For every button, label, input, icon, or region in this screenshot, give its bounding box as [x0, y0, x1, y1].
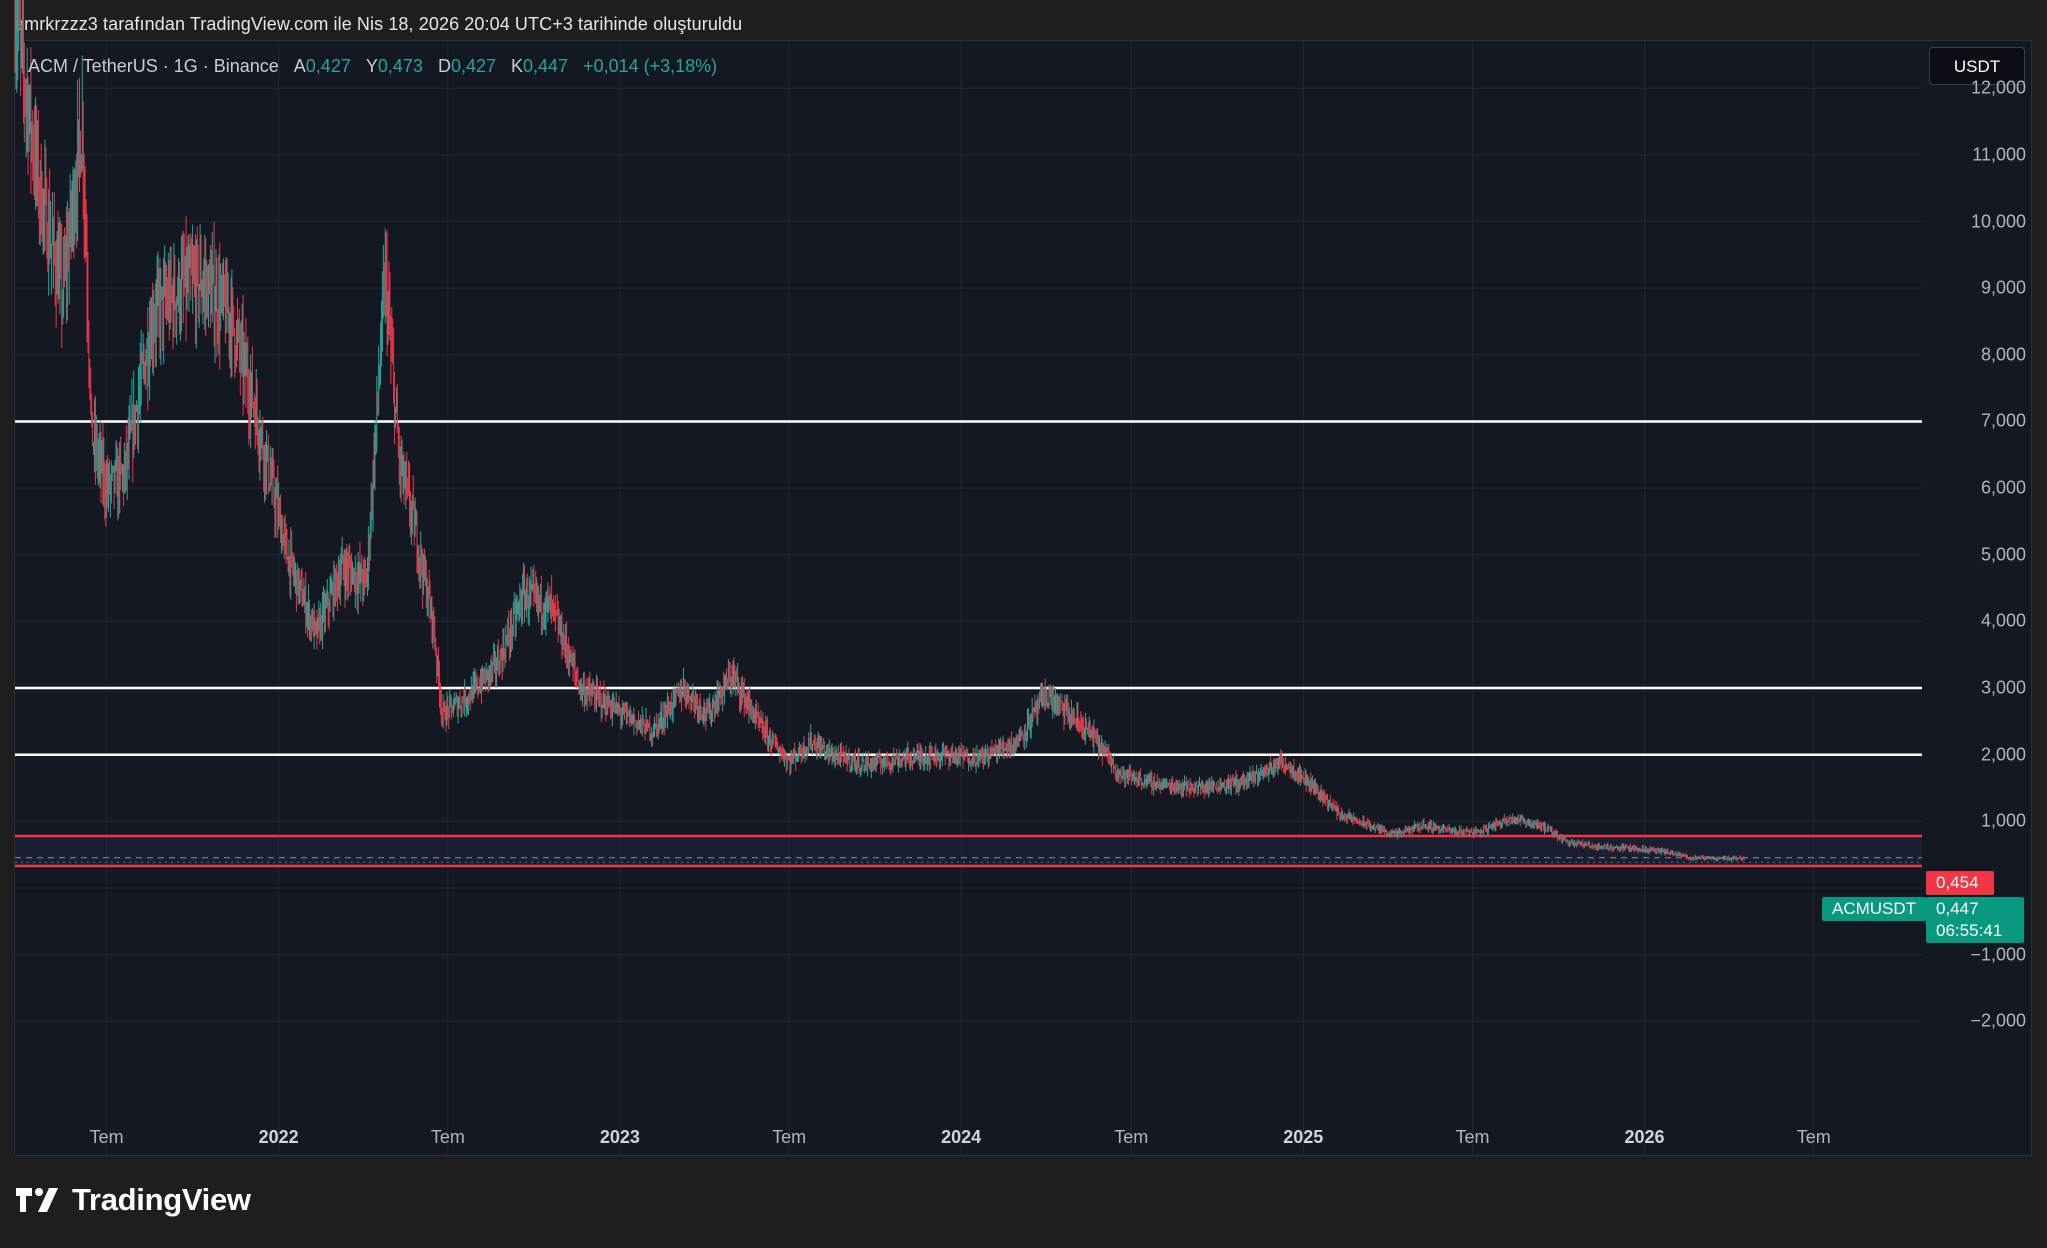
- time-axis-label: 2023: [599, 1127, 640, 1147]
- price-axis-label: 10,000: [1970, 211, 2026, 231]
- price-axis-label: 7,000: [1980, 410, 2026, 431]
- time-axis-label: 2025: [1283, 1127, 1324, 1147]
- legend-change-value: +0,014 (+3,18%): [583, 56, 718, 76]
- legend-low-label: D: [437, 56, 451, 76]
- time-axis-label: Tem: [1796, 1127, 1831, 1147]
- price-axis-label: 3,000: [1980, 677, 2026, 698]
- time-axis-label: Tem: [89, 1127, 124, 1147]
- symbol-legend: ACM / TetherUS · 1G · Binance A0,427 Y0,…: [28, 56, 717, 77]
- legend-high-label: Y: [365, 56, 378, 76]
- time-axis-label: 2026: [1624, 1127, 1665, 1147]
- candlestick-series[interactable]: [14, 0, 1746, 862]
- currency-button[interactable]: USDT: [1929, 47, 2025, 85]
- chart-pane[interactable]: [14, 40, 2032, 1156]
- price-axis-label: 4,000: [1980, 610, 2026, 631]
- symbol-price-tag: ACMUSDT: [1822, 897, 1927, 921]
- legend-open-value: 0,427: [305, 56, 351, 76]
- legend-symbol[interactable]: ACM / TetherUS · 1G · Binance: [28, 56, 279, 76]
- legend-close-value: 0,447: [523, 56, 569, 76]
- price-axis-label: −1,000: [1970, 944, 2026, 965]
- last-price-value: 0,447: [1936, 899, 1979, 918]
- tradingview-logo-icon: [16, 1188, 58, 1212]
- tradingview-brand[interactable]: TradingView: [16, 1182, 251, 1218]
- legend-high-value: 0,473: [377, 56, 423, 76]
- price-axis-label: 6,000: [1980, 477, 2026, 498]
- price-axis-label: 2,000: [1980, 744, 2026, 765]
- time-axis-label: Tem: [1455, 1127, 1490, 1147]
- time-axis-label: 2024: [941, 1127, 982, 1147]
- price-axis-label: −2,000: [1970, 1010, 2026, 1031]
- brand-name: TradingView: [72, 1182, 251, 1217]
- legend-close-label: K: [511, 56, 524, 76]
- price-axis-label: 5,000: [1980, 544, 2026, 565]
- price-axis-label: 11,000: [1972, 144, 2026, 165]
- price-axis-label: 8,000: [1980, 344, 2026, 365]
- time-axis-label: Tem: [1114, 1127, 1149, 1147]
- legend-open-label: A: [293, 56, 306, 76]
- price-axis-label: 1,000: [1980, 810, 2026, 831]
- dashed-line-price-tag: 0,454: [1926, 871, 1994, 895]
- price-zone[interactable]: [15, 836, 1922, 867]
- legend-low-value: 0,427: [450, 56, 496, 76]
- bar-countdown: 06:55:41: [1936, 921, 2003, 940]
- last-price-tag: 0,447 06:55:41: [1926, 897, 2024, 943]
- price-axis-label: 12,000: [1970, 77, 2026, 98]
- price-axis-label: 9,000: [1980, 277, 2026, 298]
- time-axis-label: Tem: [430, 1127, 465, 1147]
- snapshot-caption: emrkrzzz3 tarafından TradingView.com ile…: [14, 14, 743, 34]
- time-axis-label: Tem: [772, 1127, 807, 1147]
- time-axis-label: 2022: [258, 1127, 299, 1147]
